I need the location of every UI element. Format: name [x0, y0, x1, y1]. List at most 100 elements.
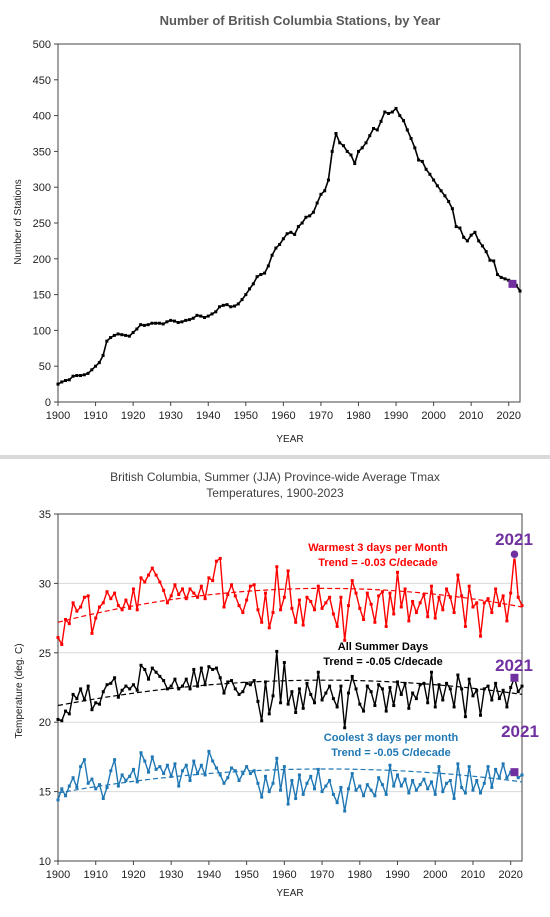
coolest-3-days-per-month-point: [207, 749, 211, 753]
coolest-3-days-per-month-point: [494, 767, 498, 771]
series-point: [360, 146, 364, 150]
all-summer-days-point: [252, 679, 256, 683]
warmest-3-days-per-month-point: [448, 595, 452, 599]
warmest-3-days-per-month-point: [245, 598, 249, 602]
warmest-3-days-per-month-point: [165, 601, 169, 605]
warmest-3-days-per-month-point: [192, 591, 196, 595]
series-point: [379, 119, 383, 123]
coolest-3-days-per-month-point: [218, 773, 222, 777]
x-tick-label: 2010: [461, 869, 485, 881]
series-point: [368, 134, 372, 138]
all-summer-days-point: [233, 687, 237, 691]
series-point: [326, 178, 330, 182]
series-point: [101, 353, 105, 357]
coolest-3-days-per-month-point: [429, 780, 433, 784]
series-point: [334, 132, 338, 135]
all-summer-days-point: [282, 661, 286, 665]
warmest-3-days-per-month-point: [373, 620, 377, 624]
warmest-3-days-per-month-point: [445, 587, 449, 591]
y-tick-label: 200: [33, 254, 51, 266]
coolest-3-days-per-month-point: [320, 790, 324, 794]
panel-separator: [0, 455, 550, 459]
all-summer-days-point: [479, 713, 483, 717]
x-tick-label: 1900: [46, 410, 70, 422]
warmest-3-days-per-month-point: [441, 608, 445, 612]
warmest-3-days-per-month-point: [403, 587, 407, 591]
x-tick-label: 1970: [309, 410, 333, 422]
coolest-3-days-per-month-point: [94, 787, 98, 791]
all-summer-days-point: [475, 688, 479, 692]
all-summer-days-point: [414, 697, 418, 701]
all-summer-days-point: [354, 687, 358, 691]
x-tick-label: 1950: [234, 869, 258, 881]
all-summer-days-point: [218, 676, 222, 680]
coolest-3-days-per-month-point: [384, 792, 388, 796]
warmest-3-days-per-month-point: [143, 580, 147, 584]
coolest-3-days-per-month-point: [135, 780, 139, 784]
series-point: [443, 194, 447, 198]
all-summer-days-point: [245, 681, 249, 685]
x-tick-label: 1930: [159, 869, 183, 881]
y-tick-label: 0: [45, 397, 51, 409]
coolest-3-days-per-month-point: [113, 758, 117, 762]
x-tick-label: 1910: [83, 410, 107, 422]
warmest-3-days-per-month-point: [384, 624, 388, 628]
station-count-chart: Number of British Columbia Stations, by …: [13, 13, 522, 445]
coolest-3-days-per-month-point: [297, 773, 301, 777]
warmest-3-days-per-month-point: [226, 593, 230, 597]
all-summer-days-point: [384, 709, 388, 713]
warmest-3-days-per-month-point: [90, 631, 94, 635]
series-point: [484, 250, 488, 254]
y-tick-label: 150: [33, 290, 51, 302]
all-summer-days-point: [501, 688, 505, 692]
warmest-3-days-per-month-point: [426, 615, 430, 619]
series-point: [480, 244, 484, 248]
all-summer-days-point: [456, 673, 460, 677]
coolest-3-days-per-month-point: [309, 774, 313, 778]
series-point: [278, 242, 282, 246]
x-tick-label: 2010: [459, 410, 483, 422]
series-point: [259, 273, 263, 277]
all-summer-days-point: [460, 687, 464, 691]
all-summer-days-point: [429, 670, 433, 674]
coolest-3-days-per-month-highlight-point: [510, 768, 519, 777]
x-tick-label: 1910: [83, 869, 107, 881]
all-summer-days-point: [422, 681, 426, 685]
all-summer-days-point: [214, 666, 218, 670]
coolest-3-days-per-month-point: [441, 790, 445, 794]
warmest-3-days-per-month-point: [113, 591, 117, 595]
series-line: [57, 107, 521, 385]
series-point: [120, 333, 124, 337]
all-summer-days-point: [241, 690, 245, 694]
all-summer-days-point: [358, 702, 362, 706]
warmest-3-days-per-month-point: [339, 595, 343, 599]
warmest-3-days-per-month-point: [263, 591, 267, 595]
all-summer-days-point: [260, 719, 264, 723]
series-point: [311, 210, 315, 214]
series-point: [225, 303, 229, 307]
warmest-3-days-per-month-point: [97, 605, 101, 609]
all-summer-days-point: [418, 683, 422, 687]
coolest-3-days-per-month-point: [426, 787, 430, 791]
all-summer-days-point: [67, 712, 71, 716]
series-point: [488, 258, 492, 262]
series-point: [495, 273, 499, 277]
coolest-3-days-per-month-point: [222, 781, 226, 785]
warmest-3-days-per-month-point: [275, 565, 279, 569]
warmest-3-days-per-month-highlight-point: [510, 550, 519, 559]
all-summer-days-point: [97, 702, 101, 706]
warmest-3-days-per-month-point: [271, 611, 275, 615]
warmest-3-days-per-month-point: [305, 595, 309, 599]
warmest-3-days-per-month-point: [248, 584, 252, 588]
coolest-3-days-per-month-point: [501, 762, 505, 766]
series-point: [172, 319, 176, 323]
coolest-3-days-per-month-point: [241, 772, 245, 776]
all-summer-days-point: [131, 683, 135, 687]
warmest-3-days-per-month-point: [320, 606, 324, 610]
all-summer-days-point: [486, 684, 490, 688]
coolest-3-days-per-month-point: [256, 781, 260, 785]
all-summer-days-point: [101, 690, 105, 694]
series-point: [75, 374, 79, 378]
all-summer-days-point: [411, 691, 415, 695]
warmest-3-days-per-month-point: [256, 608, 260, 612]
